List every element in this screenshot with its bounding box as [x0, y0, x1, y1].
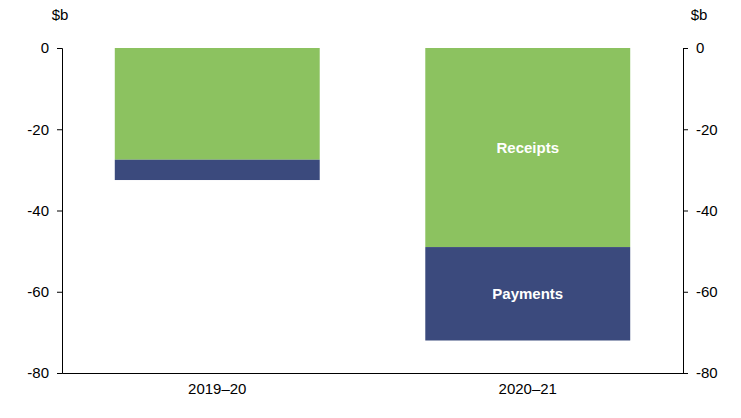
tick-mark	[683, 48, 688, 49]
tick: -40	[683, 202, 718, 219]
chart: Receipts Payments -80 -60 -40 -20 0 -80 -60 -40 -2…	[0, 0, 741, 418]
axis-line	[63, 373, 684, 374]
plot-area: Receipts Payments -80 -60 -40 -20 0 -80 -60 -40 -2…	[27, 39, 717, 396]
tick-label: -40	[27, 202, 49, 219]
tick-label: -20	[696, 121, 718, 138]
bar-segment	[115, 160, 320, 180]
tick-label: -80	[696, 364, 718, 381]
bar-segment	[115, 48, 320, 160]
tick-label: -60	[696, 283, 718, 300]
tick-label: 2019–20	[188, 380, 246, 397]
series-label: Payments	[492, 285, 563, 302]
x-axis: 2019–20 2020–21	[63, 374, 684, 397]
tick-label: 0	[41, 39, 49, 56]
bar-segment	[425, 48, 630, 247]
tick: 0	[41, 39, 62, 56]
tick: -20	[27, 121, 62, 138]
y2-axis: -80 -60 -40 -20 0	[683, 39, 718, 381]
tick: -80	[683, 364, 718, 381]
series-label: Receipts	[496, 139, 559, 156]
axis-title: $b	[691, 6, 708, 23]
tick-mark	[57, 373, 62, 374]
tick: -60	[27, 283, 62, 300]
tick-label: 0	[696, 39, 704, 56]
tick: -80	[27, 364, 62, 381]
tick: 0	[683, 39, 704, 56]
tick-mark	[57, 292, 62, 293]
tick-mark	[57, 211, 62, 212]
axis-line	[684, 49, 689, 374]
tick-label: -60	[27, 283, 49, 300]
tick: -20	[683, 121, 718, 138]
tick: -40	[27, 202, 62, 219]
tick: 2019–20	[188, 380, 246, 397]
tick-label: -80	[27, 364, 49, 381]
bars	[115, 48, 630, 341]
tick-mark	[57, 48, 62, 49]
tick-mark	[57, 129, 62, 130]
tick-mark	[683, 129, 688, 130]
segment-labels: Receipts Payments	[492, 139, 563, 302]
tick-label: 2020–21	[499, 380, 557, 397]
tick-mark	[683, 292, 688, 293]
tick: -60	[683, 283, 718, 300]
axis-title: $b	[52, 6, 69, 23]
tick-label: -40	[696, 202, 718, 219]
y-axis: -80 -60 -40 -20 0	[27, 39, 62, 381]
tick-label: -20	[27, 121, 49, 138]
bar-segment	[425, 247, 630, 340]
axis-line	[57, 49, 63, 374]
tick-mark	[683, 373, 688, 374]
tick-mark	[683, 211, 688, 212]
tick: 2020–21	[499, 380, 557, 397]
